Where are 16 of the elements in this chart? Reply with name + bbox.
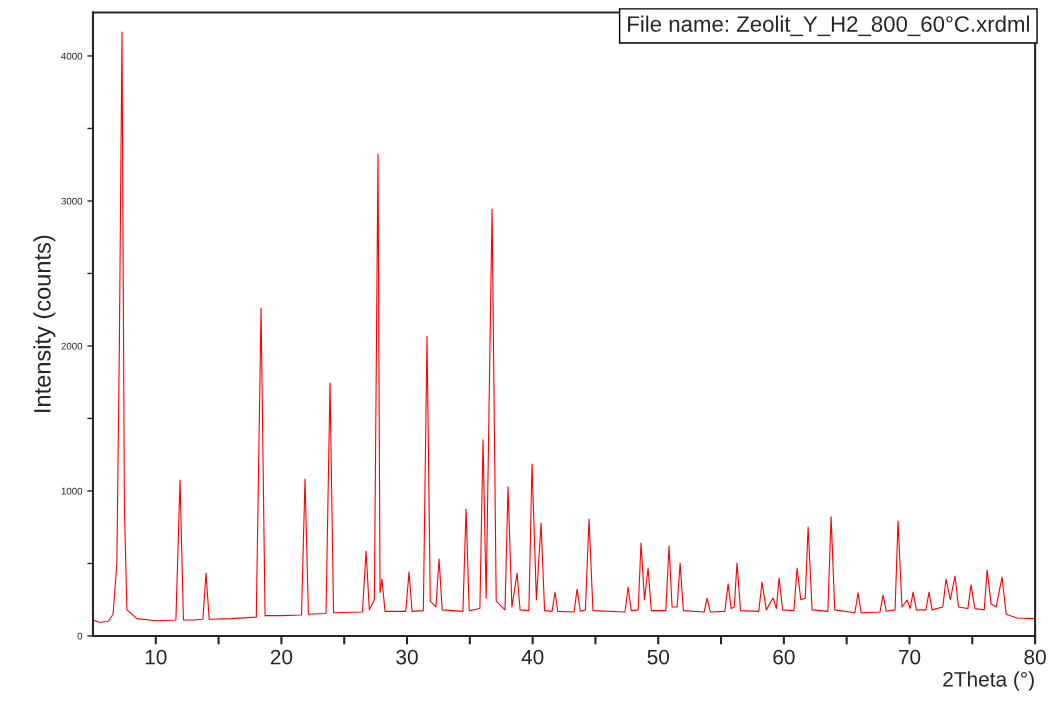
- x-tick-label: 10: [145, 649, 167, 665]
- annotation: File name: Zeolit_Y_H2_800_60°C.xrdml: [628, 15, 1029, 37]
- x-axis-title: 2Theta (°): [943, 671, 1034, 691]
- y-tick-label: 2000: [61, 342, 83, 350]
- x-tick-label: 50: [647, 649, 670, 665]
- x-tick-label: 20: [270, 649, 293, 665]
- x-tick-label: 70: [898, 649, 921, 665]
- x-tick-label: 30: [396, 649, 418, 665]
- x-tick-label: 80: [1024, 649, 1046, 665]
- x-tick-label: 40: [521, 649, 544, 665]
- y-tick-label: 0: [77, 632, 83, 640]
- y-tick-label: 3000: [61, 197, 83, 205]
- x-tick-label: 60: [773, 649, 795, 665]
- y-axis-title: Intensity (counts): [33, 235, 56, 412]
- y-tick-label: 1000: [61, 487, 83, 495]
- y-tick-label: 4000: [61, 52, 83, 60]
